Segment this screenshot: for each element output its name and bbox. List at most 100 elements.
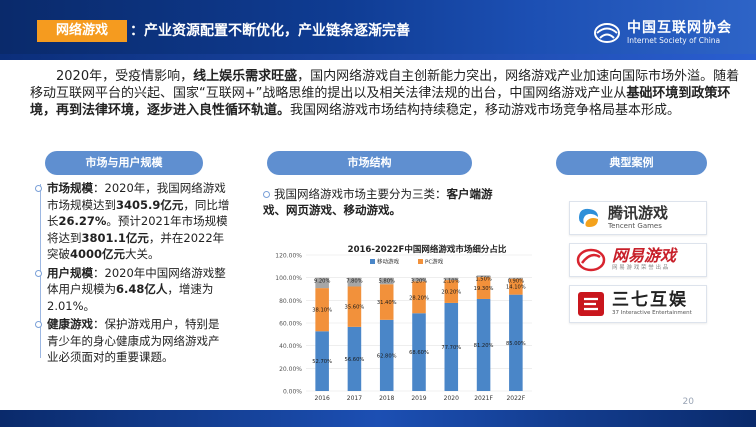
chart-background — [262, 243, 538, 405]
stacked-bar-chart: 2016-2022F中国网络游戏市场细分占比 0.00% 20.00% 40.00% 6… — [262, 243, 538, 405]
bar-segment — [509, 277, 523, 279]
data-label: 7.80% — [346, 279, 363, 285]
bar-segment — [476, 298, 491, 391]
37-interactive-icon — [578, 292, 604, 316]
x-tick-label: 2018 — [379, 395, 394, 402]
isc-globe-icon — [594, 23, 620, 43]
bullet-dot — [35, 269, 42, 277]
intro-paragraph: 2020年，受疫情影响，线上娱乐需求旺盛，国内网络游戏自主创新能力突出，网络游戏… — [30, 68, 740, 119]
bar-segment — [476, 277, 491, 299]
bar-segment — [315, 331, 329, 391]
data-label: 38.10% — [312, 308, 332, 314]
data-label: 2.10% — [443, 279, 460, 285]
pill-typical-cases: 典型案例 — [556, 151, 707, 175]
user-scale-label: 用户规模 — [47, 265, 93, 280]
intro-bold-2: 基础环境到政策环境，再到法律环境，逐步进入良性循环轨道。 — [30, 86, 731, 118]
text-span: 。预计2021年市场规模将达到 — [47, 214, 228, 245]
legend-label: PC游戏 — [425, 258, 444, 266]
footer-band — [0, 410, 756, 427]
slide-title: ：产业资源配置不断优化，产业链条逐渐完善 — [130, 23, 410, 39]
bar-segment — [379, 277, 394, 285]
bullet-dot — [263, 191, 270, 198]
market-scale-label: 市场规模 — [47, 181, 93, 195]
data-label: 62.80% — [377, 353, 397, 359]
data-label: 1.50% — [475, 276, 492, 282]
text-span: 大关。 — [125, 247, 160, 261]
data-label: 56.60% — [345, 357, 365, 363]
bar-segment — [379, 319, 394, 391]
bar-segment — [444, 302, 459, 391]
bar-segment — [315, 288, 329, 332]
text-span: ：2020年中国网络游戏整体用户规模为 — [47, 265, 226, 297]
data-label: 85.00% — [506, 341, 526, 347]
tencent-swirl-icon — [579, 208, 598, 227]
forecast-2022-value: 4000亿元 — [70, 247, 126, 261]
page-number: 20 — [682, 397, 694, 407]
x-tick-label: 2016 — [315, 395, 330, 402]
bar-segment — [379, 284, 394, 320]
37-interactive-logo: 三七互娱 37 Interactive Entertainment — [569, 285, 707, 323]
intro-text-1: 2020年，受疫情影响， — [56, 69, 194, 84]
pill-market-structure: 市场结构 — [267, 151, 472, 175]
text-span: ，增速为2.01%。 — [47, 282, 214, 313]
legend-swatch — [418, 259, 423, 264]
netease-name-cn: 网易游戏 — [612, 246, 677, 266]
data-label: 14.10% — [506, 285, 526, 291]
intro-text-2: ，国内网络游戏自主创新能力突出，网络游戏产业加速向国际市场外溢。随着移动互联网平… — [30, 69, 740, 101]
bullet-dot — [35, 185, 42, 192]
data-label: 9.20% — [314, 279, 331, 285]
tencent-games-logo: 腾讯游戏 Tencent Games — [569, 201, 707, 235]
y-tick-label: 100.00% — [275, 275, 302, 282]
legend-label: 移动游戏 — [377, 258, 400, 266]
section-tag: 网络游戏 — [37, 20, 127, 42]
market-categories: 客户端游戏、网页游戏、移动游戏。 — [263, 187, 493, 217]
data-label: 35.60% — [345, 305, 365, 311]
37-name-cn: 三七互娱 — [612, 289, 688, 310]
intro-bold-1: 线上娱乐需求旺盛 — [193, 69, 298, 84]
x-tick-label: 2022F — [506, 395, 525, 402]
y-tick-label: 80.00% — [279, 298, 302, 305]
tencent-name-cn: 腾讯游戏 — [608, 204, 669, 222]
market-share-chart: 2016-2022F中国网络游戏市场细分占比 0.00% 20.00% 40.00% 6… — [262, 243, 538, 405]
bar-segment — [412, 313, 426, 391]
bar-segment — [444, 280, 459, 303]
bar-segment — [509, 294, 523, 391]
bar-segment — [347, 326, 362, 391]
growth-rate-value: 26.27% — [58, 214, 107, 228]
healthy-gaming-label: 健康游戏 — [47, 317, 93, 331]
data-label: 52.70% — [312, 359, 332, 365]
y-tick-label: 40.00% — [279, 343, 302, 350]
data-label: 31.40% — [377, 300, 397, 306]
data-label: 5.80% — [378, 279, 395, 285]
data-label: 68.60% — [409, 350, 429, 356]
text-span: ：2020年，我国网络游戏市场规模达到 — [47, 181, 226, 212]
netease-logo-icon — [576, 248, 606, 272]
data-label: 0.90% — [508, 279, 525, 285]
netease-subtitle: 网 易 游 戏 荣 誉 出 品 — [612, 265, 669, 272]
intro-text-3: 我国网络游戏市场结构持续稳定，移动游戏市场竞争格局基本形成。 — [290, 103, 681, 118]
market-user-scale-text: 市场规模：2020年，我国网络游戏市场规模达到3405.9亿元，同比增长26.2… — [35, 180, 230, 368]
isc-logo: 中国互联网协会 Internet Society of China — [593, 18, 732, 48]
x-tick-label: 2017 — [347, 395, 362, 402]
bar-segment — [412, 281, 426, 314]
user-count-value: 6.48亿人 — [116, 282, 168, 296]
data-label: 3.20% — [411, 279, 428, 285]
data-label: 20.20% — [441, 289, 461, 295]
text-span: 我国网络游戏市场主要分为三类： — [274, 187, 447, 201]
legend-swatch — [370, 259, 375, 264]
x-tick-label: 2019 — [411, 395, 426, 402]
bar-segment — [412, 277, 426, 282]
bar-segment — [347, 286, 362, 327]
x-tick-label: 2020 — [444, 395, 459, 402]
bar-segment — [476, 275, 491, 278]
data-label: 19.30% — [474, 286, 494, 292]
bar-segment — [444, 277, 459, 281]
org-name-en: Internet Society of China — [627, 36, 721, 46]
org-name-cn: 中国互联网协会 — [627, 20, 732, 37]
text-span: ：保护游戏用户，特别是青少年的身心健康成为网络游戏产业必须面对的重要课题。 — [47, 317, 220, 364]
market-structure-text: 我国网络游戏市场主要分为三类：客户端游戏、网页游戏、移动游戏。 — [263, 186, 498, 218]
forecast-2021-value: 3801.1亿元 — [81, 230, 149, 245]
pill-market-scale: 市场与用户规模 — [45, 151, 203, 175]
data-label: 28.20% — [409, 295, 429, 301]
